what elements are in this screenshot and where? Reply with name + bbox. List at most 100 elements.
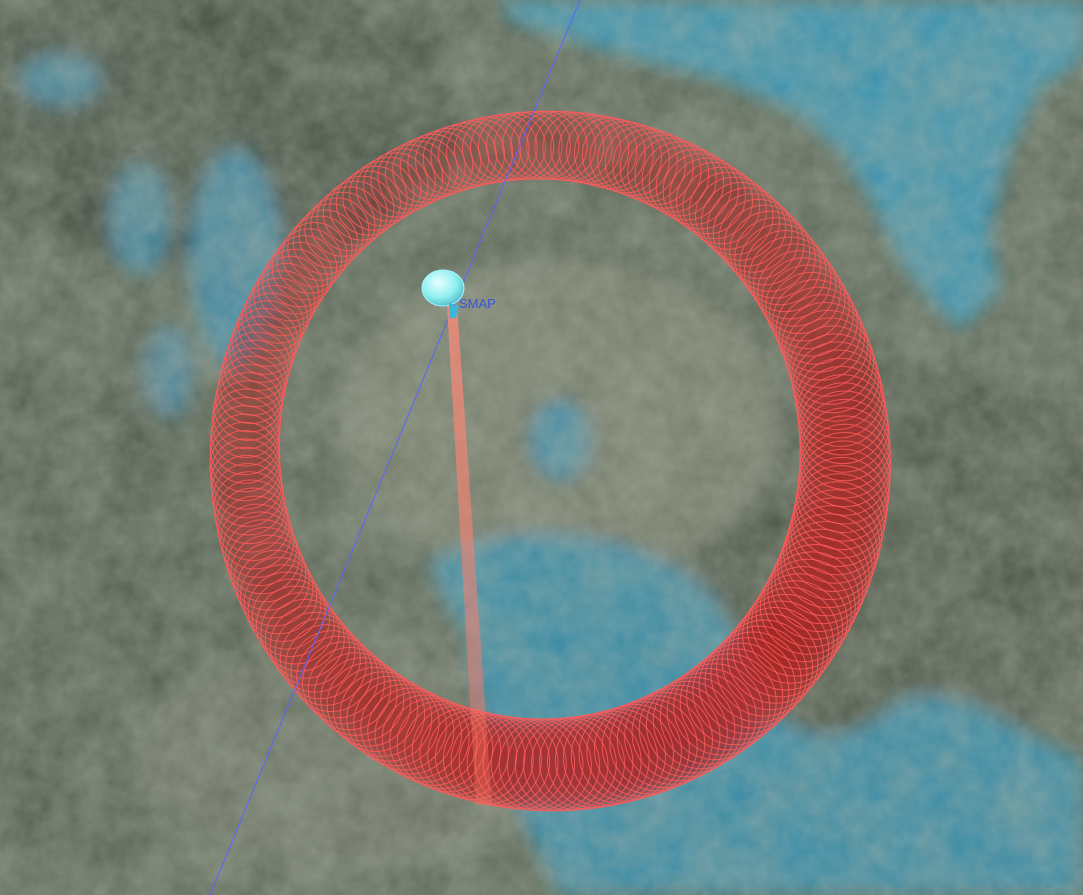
footprint-circle: [686, 648, 784, 746]
footprint-shade: [718, 199, 799, 279]
footprint-circle: [578, 706, 674, 802]
footprint-shade: [491, 718, 583, 811]
footprint-circle: [320, 657, 405, 742]
footprint-circle: [790, 333, 880, 422]
footprint-circle: [290, 630, 373, 712]
footprint-shade: [642, 141, 717, 216]
footprint-shade: [774, 529, 870, 624]
footprint-circle: [224, 519, 300, 595]
footprint-circle: [228, 315, 296, 383]
footprint-circle: [695, 176, 774, 256]
footprint-shade: [349, 161, 414, 226]
footprint-circle: [333, 666, 418, 752]
footprint-shade: [267, 242, 332, 307]
footprint-shade: [783, 505, 878, 600]
footprint-shade: [627, 135, 701, 209]
footprint-circle: [746, 580, 844, 677]
footprint-ring[interactable]: [209, 110, 891, 812]
footprint-circle: [223, 331, 291, 399]
footprint-circle: [737, 593, 834, 691]
footprint-circle: [707, 187, 787, 267]
footprint-circle: [659, 668, 757, 765]
footprint-circle: [302, 641, 385, 725]
footprint-circle: [419, 708, 510, 798]
footprint-shade: [624, 688, 720, 785]
footprint-circle: [796, 365, 887, 456]
footprint-shade: [211, 447, 282, 518]
satellite-smap[interactable]: SMAP: [421, 269, 496, 318]
footprint-circle: [287, 215, 353, 281]
footprint-circle: [399, 133, 466, 200]
footprint-circle: [367, 687, 455, 775]
footprint-circle: [655, 149, 732, 225]
footprint-shade: [225, 519, 300, 594]
footprint-shade: [653, 672, 750, 769]
footprint-shade: [233, 542, 310, 619]
footprint-circle: [356, 156, 422, 222]
footprint-circle: [363, 152, 429, 218]
footprint-circle: [718, 198, 799, 279]
footprint-circle: [262, 248, 328, 315]
footprint-circle: [274, 611, 356, 693]
satellite-antenna-icon: [421, 269, 465, 307]
footprint-circle: [264, 599, 345, 679]
footprint-circle: [755, 566, 852, 663]
footprint-circle: [298, 203, 364, 269]
footprint-shade: [210, 439, 281, 510]
footprint-shade: [534, 111, 604, 181]
footprint-circle: [285, 624, 367, 706]
footprint-circle: [292, 209, 358, 275]
footprint-shade: [594, 701, 690, 797]
footprint-circle: [230, 534, 307, 611]
footprint-shade: [660, 668, 757, 765]
footprint-circle: [209, 430, 281, 502]
footprint-circle: [744, 230, 827, 313]
footprint-shade: [764, 551, 860, 647]
footprint-shade: [275, 612, 355, 692]
footprint-circle: [601, 698, 698, 795]
footprint-circle: [799, 407, 891, 499]
footprint-circle: [627, 134, 702, 209]
footprint-shade: [404, 703, 493, 792]
ground-track-line[interactable]: [209, 0, 581, 895]
footprint-circle: [688, 171, 767, 250]
footprint-circle: [739, 223, 822, 306]
footprint-circle: [490, 718, 584, 812]
footprint-circle: [778, 294, 865, 381]
footprint-circle: [734, 217, 816, 299]
footprint-circle: [209, 421, 281, 493]
footprint-circle: [326, 662, 411, 747]
footprint-circle: [314, 652, 398, 736]
footprint-shade: [695, 177, 773, 255]
footprint-circle: [370, 148, 436, 214]
footprint-shade: [320, 657, 404, 741]
footprint-shade: [727, 607, 824, 704]
footprint-circle: [257, 255, 324, 322]
footprint-circle: [793, 465, 888, 559]
footprint-shade: [323, 181, 388, 246]
footprint-circle: [210, 446, 283, 519]
footprint-circle: [407, 130, 474, 197]
footprint-circle: [316, 186, 382, 252]
footprint-circle: [775, 286, 862, 373]
footprint-shade: [258, 256, 323, 321]
footprint-circle: [704, 631, 802, 729]
footprint-circle: [245, 277, 312, 344]
footprint-circle: [662, 153, 739, 230]
footprint-circle: [757, 250, 841, 335]
footprint-shade: [244, 564, 321, 642]
footprint-circle: [638, 680, 736, 778]
footprint-circle: [792, 473, 886, 567]
footprint-shade: [427, 710, 517, 800]
footprint-shade: [776, 287, 861, 372]
footprint-shade: [795, 457, 888, 550]
nadir-beam: [447, 305, 492, 805]
footprint-circle: [795, 357, 886, 447]
footprint-circle: [218, 495, 292, 570]
footprint-circle: [310, 191, 376, 257]
footprint-shade: [796, 449, 889, 542]
footprint-shade: [713, 193, 792, 273]
